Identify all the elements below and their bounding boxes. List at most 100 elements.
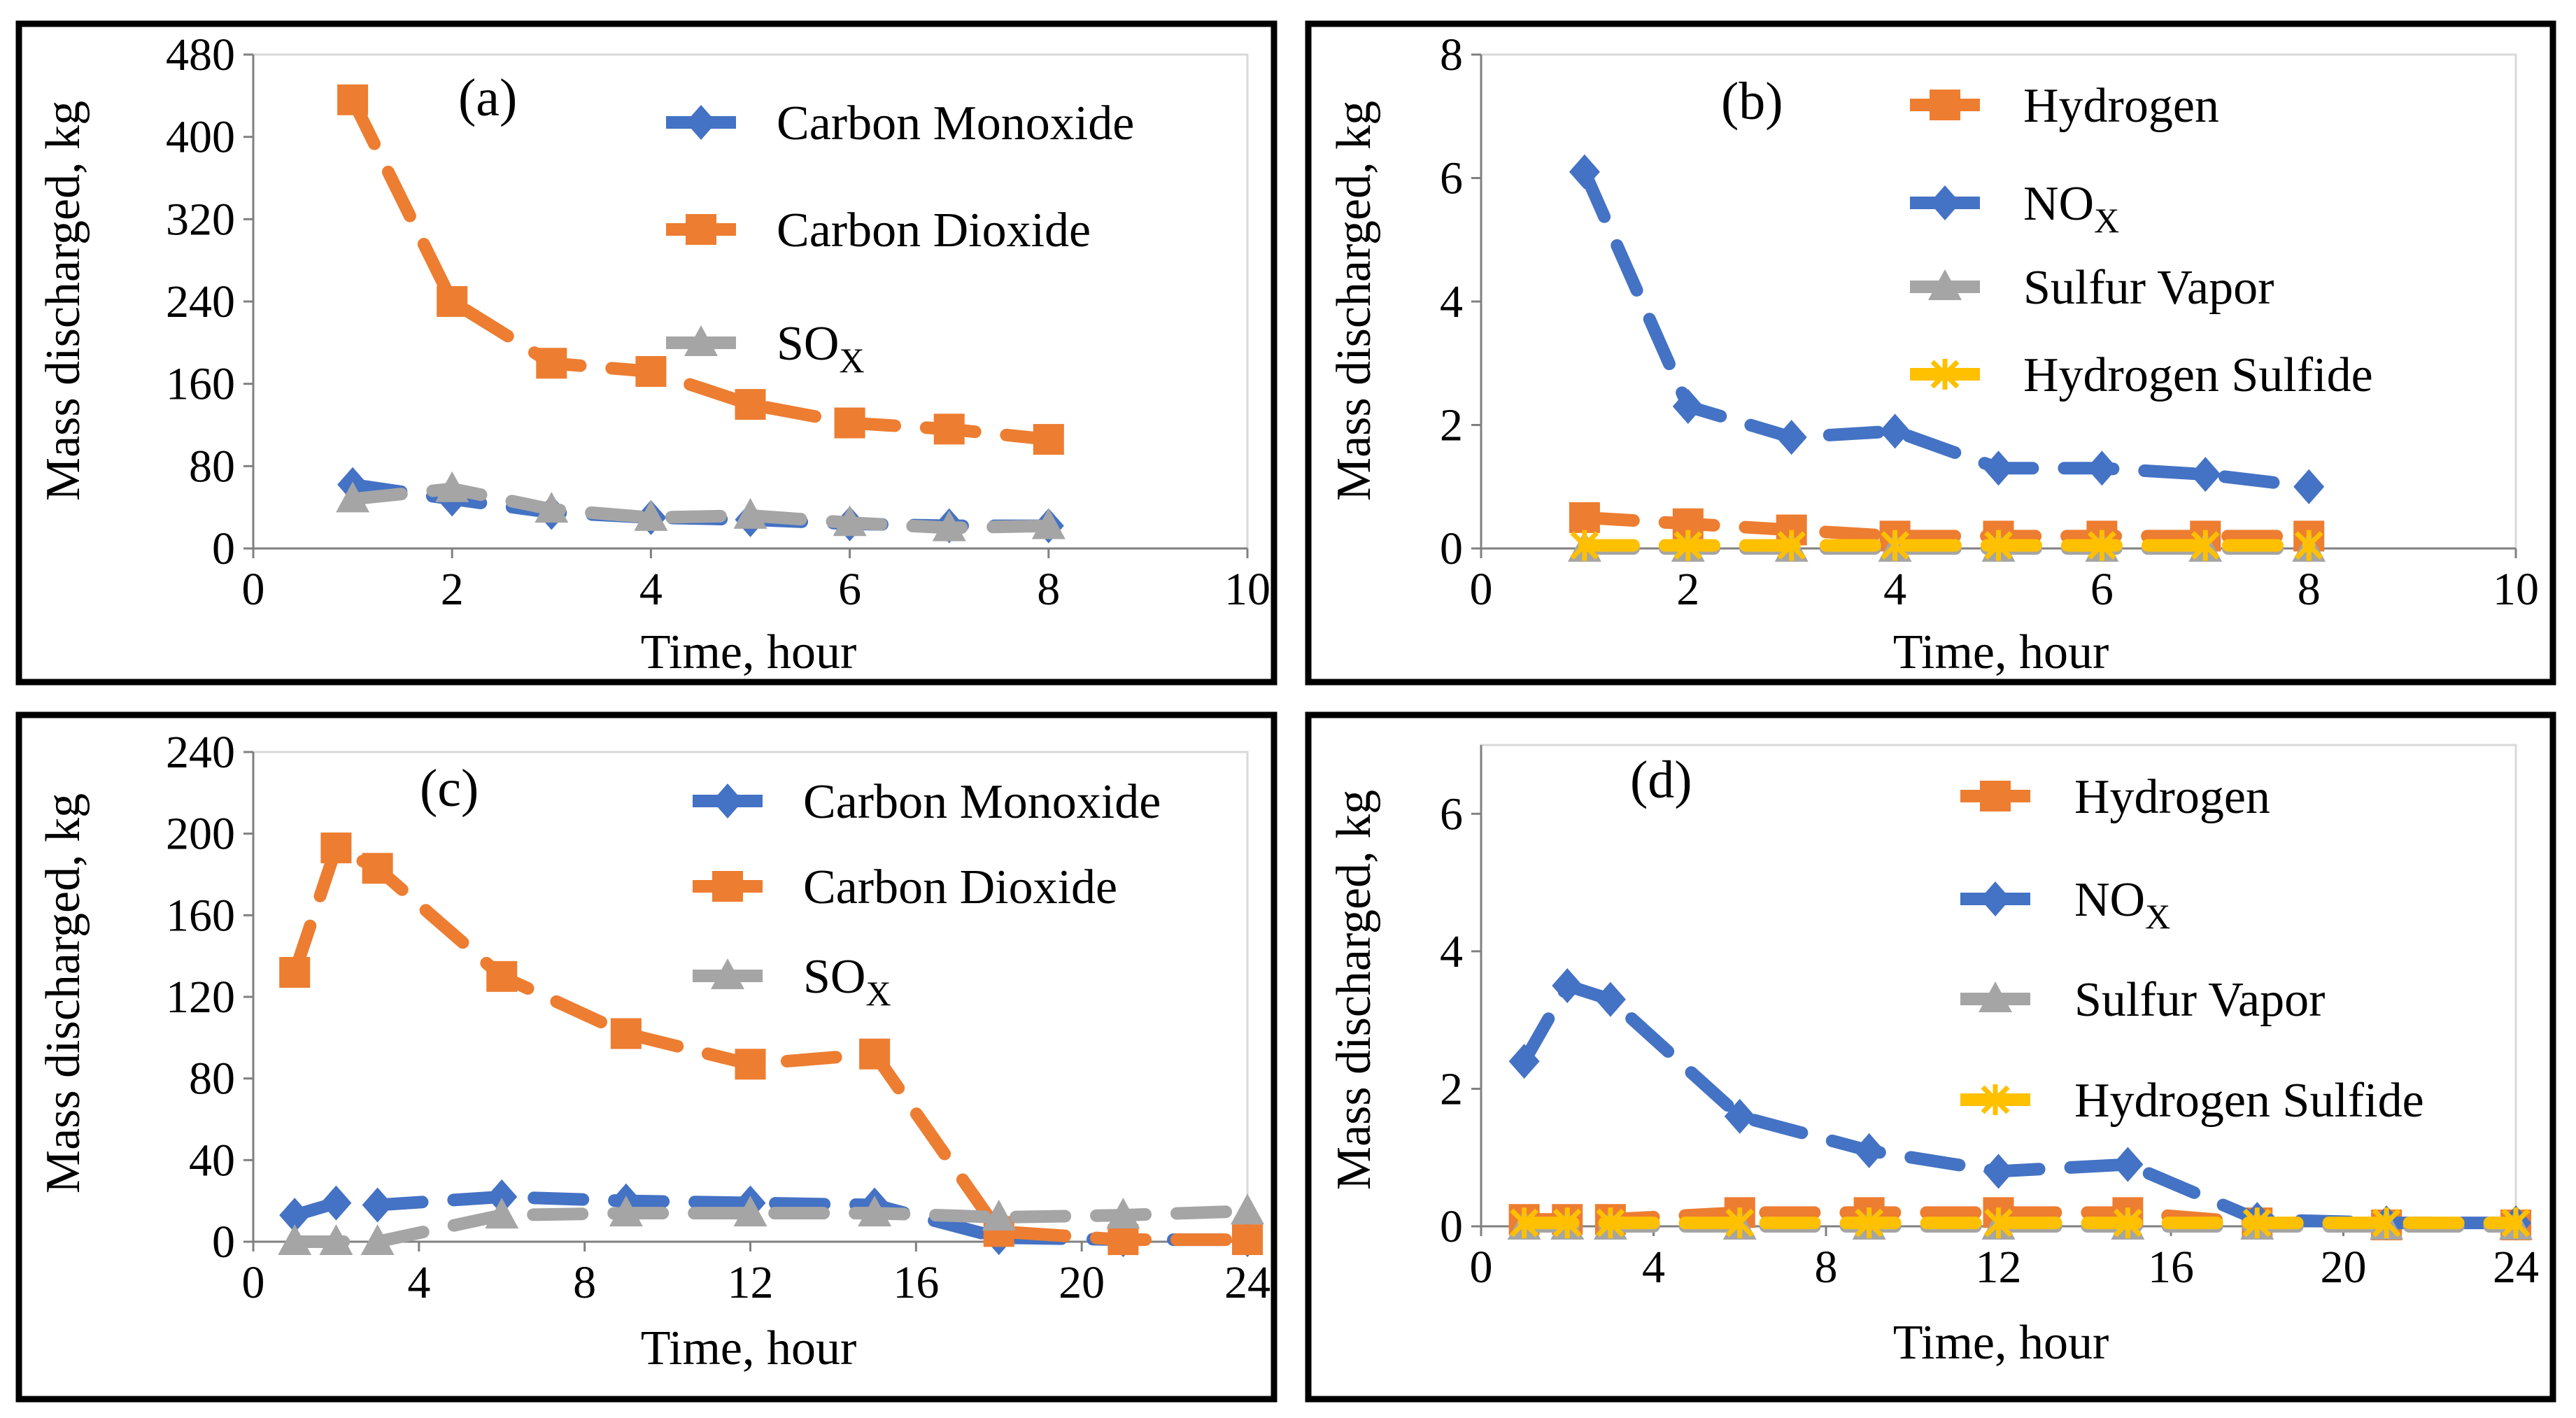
- chart-panel-b: 0 2 4 6 8 10 0 2 4 6 8 Time, hour Mass discharged, k…: [1305, 20, 2556, 686]
- legend-entry-label: Hydrogen: [2074, 770, 2270, 824]
- data-point: [2294, 530, 2323, 561]
- y-axis-title: Mass discharged, kg: [36, 793, 90, 1193]
- panel-frame: [1305, 711, 2556, 1403]
- series-line: [1578, 511, 2316, 543]
- legend-key-marker: [686, 105, 716, 140]
- x-tick-label: 8: [1037, 564, 1060, 615]
- series-line: [288, 842, 1254, 1247]
- data-point: [1570, 530, 1599, 561]
- data-point: [535, 492, 569, 523]
- data-point: [336, 481, 370, 513]
- legend-entry-label: Carbon Monoxide: [777, 97, 1134, 150]
- series-line: [288, 1205, 1254, 1248]
- legend-entry-label: SOX: [803, 950, 891, 1013]
- chart-panel-a: 0 2 4 6 8 10 0 80 160 240 320 400 480 Time, hour Mass …: [15, 20, 1278, 686]
- data-point: [733, 1196, 767, 1227]
- y-axis-title: Mass discharged, kg: [1327, 790, 1381, 1190]
- legend-entry-label: Hydrogen Sulfide: [2023, 348, 2373, 402]
- plot-area: [1480, 744, 2517, 1228]
- x-tick-label: 4: [407, 1257, 430, 1308]
- x-tick-label: 8: [2298, 564, 2321, 615]
- x-tick-label: 2: [441, 564, 464, 615]
- series-no-x: [1569, 154, 2325, 504]
- data-point: [485, 1198, 519, 1229]
- data-point: [735, 389, 766, 420]
- y-tick-label: 6: [1440, 788, 1463, 839]
- data-point: [2293, 469, 2325, 504]
- series-carbon-dioxide: [279, 832, 1263, 1256]
- data-point: [2086, 451, 2118, 486]
- data-point: [337, 84, 369, 115]
- x-tick-label: 2: [1676, 564, 1699, 615]
- data-point: [1508, 1044, 1540, 1079]
- series-line: [1517, 1206, 2522, 1232]
- y-axis-title: Mass discharged, kg: [1327, 101, 1381, 501]
- x-tick-label: 24: [1224, 1257, 1271, 1308]
- data-point: [320, 832, 352, 864]
- y-tick-label: 160: [166, 890, 235, 941]
- data-point: [486, 960, 518, 992]
- data-point: [610, 1018, 642, 1049]
- data-point: [1879, 413, 1911, 449]
- y-tick-label: 2: [1440, 1063, 1463, 1114]
- x-tick-label: 0: [1470, 564, 1493, 615]
- data-point: [2372, 1207, 2401, 1239]
- data-point: [735, 1049, 766, 1080]
- x-tick-label: 12: [728, 1257, 774, 1308]
- data-point: [320, 1185, 352, 1221]
- legend-entry-label: Carbon Dioxide: [777, 204, 1091, 257]
- data-point: [1725, 1207, 1755, 1239]
- data-point: [278, 1224, 312, 1255]
- panel-frame: [15, 711, 1278, 1403]
- x-axis-title: Time, hour: [1893, 1316, 2109, 1370]
- data-point: [1569, 154, 1600, 190]
- data-point: [1855, 1207, 1884, 1239]
- y-tick-label: 320: [166, 194, 235, 245]
- data-point: [437, 286, 468, 317]
- legend-key-marker: [684, 325, 718, 356]
- data-point: [2242, 1207, 2272, 1239]
- legend-key-marker: [1930, 90, 1960, 120]
- data-point: [362, 1187, 393, 1223]
- data-point: [279, 1198, 311, 1233]
- x-tick-label: 12: [1976, 1242, 2022, 1293]
- data-point: [1107, 1224, 1139, 1256]
- legend-entry-label: Sulfur Vapor: [2074, 973, 2325, 1027]
- legend-key-marker: [1980, 781, 2011, 811]
- data-point: [435, 471, 469, 502]
- data-point: [982, 1200, 1016, 1231]
- x-tick-label: 16: [2148, 1242, 2194, 1293]
- data-point: [1983, 1154, 2014, 1189]
- data-point: [2113, 1207, 2142, 1239]
- x-tick-label: 0: [1470, 1242, 1493, 1293]
- data-point: [933, 413, 965, 445]
- x-tick-label: 0: [242, 564, 265, 615]
- data-point: [1106, 1198, 1140, 1229]
- data-point: [319, 1224, 353, 1255]
- data-point: [1552, 968, 1583, 1003]
- panel-label: (a): [458, 69, 517, 127]
- data-point: [1231, 1193, 1264, 1225]
- x-axis-title: Time, hour: [1893, 625, 2109, 679]
- y-tick-label: 2: [1440, 400, 1463, 451]
- y-tick-label: 480: [166, 29, 235, 80]
- x-tick-label: 4: [639, 564, 663, 615]
- data-point: [1031, 508, 1066, 539]
- data-point: [536, 348, 567, 379]
- data-point: [279, 957, 311, 988]
- data-point: [1673, 530, 1703, 561]
- data-point: [1594, 981, 1626, 1017]
- data-point: [1984, 1207, 2013, 1239]
- legend-key-marker: [1979, 981, 2012, 1012]
- y-tick-label: 160: [166, 359, 235, 410]
- data-point: [1881, 530, 1910, 561]
- data-point: [833, 505, 867, 537]
- data-point: [1984, 530, 2013, 561]
- y-tick-label: 200: [166, 809, 235, 860]
